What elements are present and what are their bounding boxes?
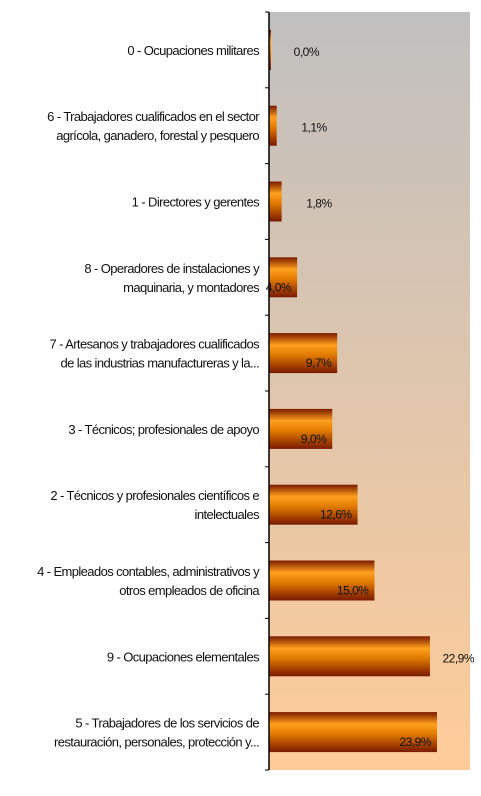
value-label: 23,9% [399,735,431,749]
category-label: restauración, personales, protección y..… [54,735,259,750]
category-label: otros empleados de oficina [119,583,260,598]
category-label: 4 - Empleados contables, administrativos… [37,564,260,579]
category-label: 9 - Ocupaciones elementales [107,649,260,664]
bar [269,408,333,449]
bar [269,560,375,601]
value-label: 22,9% [442,651,474,665]
category-label: 2 - Técnicos y profesionales científicos… [50,488,259,503]
value-label: 12,6% [320,508,352,522]
value-label: 0,0% [294,45,320,59]
y-axis-group [265,11,270,771]
category-label: 1 - Directores y gerentes [132,195,260,210]
bar [269,105,277,146]
category-label: agrícola, ganadero, forestal y pesquero [56,128,259,143]
value-label: 9,7% [306,356,332,370]
value-label: 9,0% [301,432,327,446]
category-label: 7 - Artesanos y trabajadores cualificado… [49,337,260,352]
category-label: 6 - Trabajadores cualificados en el sect… [47,109,260,124]
category-label: 5 - Trabajadores de los servicios de [75,716,259,731]
category-label: de las industrias manufactureras y la... [60,356,259,371]
category-label: maquinaria, y montadores [123,280,260,295]
category-label: 8 - Operadores de instalaciones y [84,261,260,276]
value-label: 1,8% [306,197,332,211]
bar [269,712,437,753]
category-label: intelectuales [195,507,261,522]
bar [269,333,338,374]
category-labels-group: 0 - Ocupaciones militares 6 - Trabajadore… [37,43,261,750]
category-label: 3 - Técnicos; profesionales de apoyo [68,422,259,437]
bar [269,257,298,298]
value-label: 15,0% [337,584,369,598]
value-labels-group: 0,0% 1,1% 1,8% 4,0% 9,7% 9,0% 12,6% 15,0% 22,9% 2… [266,45,476,749]
bars-group [269,29,437,753]
bar [269,636,430,677]
bar [269,29,271,70]
value-label: 1,1% [301,121,327,135]
bar [269,484,358,525]
bar [269,181,282,222]
category-label: 0 - Ocupaciones militares [127,43,260,58]
value-label: 4,0% [266,280,292,294]
